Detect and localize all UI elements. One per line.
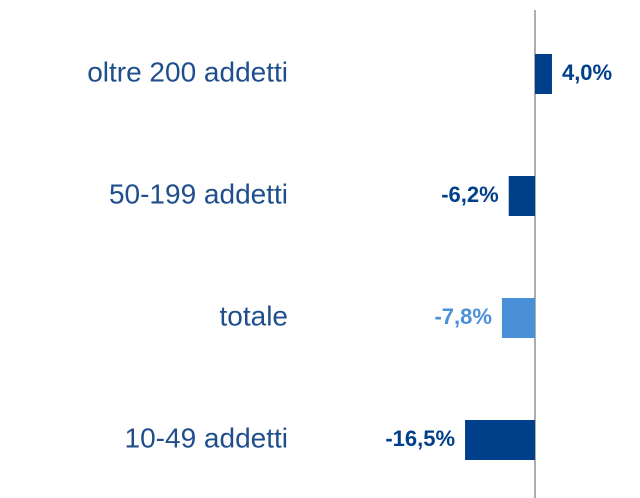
value-label: 4,0% [562,60,612,85]
value-label: -16,5% [385,426,455,451]
bar [501,298,535,338]
category-label: 50-199 addetti [109,178,288,209]
category-label: 10-49 addetti [125,422,288,453]
category-label: oltre 200 addetti [87,56,288,87]
bar [465,420,535,460]
value-label: -7,8% [434,304,491,329]
bar [508,176,535,216]
bar [535,54,552,94]
value-label: -6,2% [441,182,498,207]
category-label: totale [220,300,289,331]
